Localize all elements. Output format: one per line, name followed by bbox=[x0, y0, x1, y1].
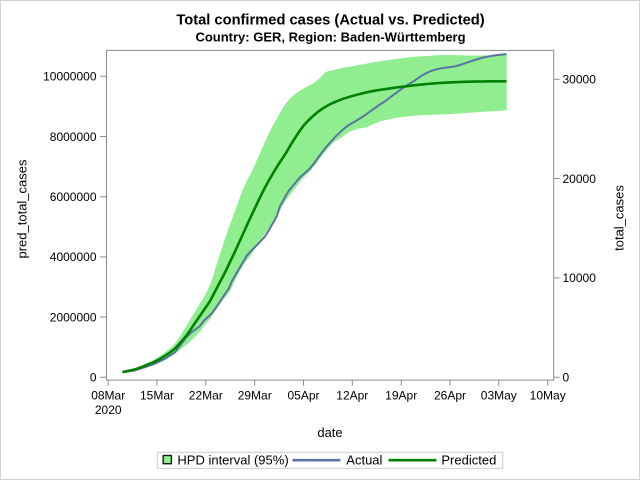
svg-text:08Mar: 08Mar bbox=[91, 389, 125, 403]
svg-text:pred_total_cases: pred_total_cases bbox=[15, 159, 30, 259]
svg-text:2020: 2020 bbox=[95, 403, 122, 417]
svg-text:Country: GER, Region: Baden-Wü: Country: GER, Region: Baden-Württemberg bbox=[195, 30, 465, 45]
svg-text:4000000: 4000000 bbox=[50, 250, 97, 264]
svg-text:29Mar: 29Mar bbox=[238, 389, 272, 403]
svg-text:2000000: 2000000 bbox=[50, 310, 97, 324]
svg-text:26Apr: 26Apr bbox=[434, 389, 466, 403]
svg-text:Predicted: Predicted bbox=[441, 452, 496, 467]
svg-text:20000: 20000 bbox=[563, 172, 597, 186]
svg-text:0: 0 bbox=[563, 371, 570, 385]
svg-text:10May: 10May bbox=[530, 389, 566, 403]
svg-text:03May: 03May bbox=[481, 389, 517, 403]
svg-text:12Apr: 12Apr bbox=[336, 389, 368, 403]
svg-text:19Apr: 19Apr bbox=[385, 389, 417, 403]
svg-text:30000: 30000 bbox=[563, 73, 597, 87]
svg-text:10000000: 10000000 bbox=[43, 70, 97, 84]
svg-text:HPD interval (95%): HPD interval (95%) bbox=[177, 452, 288, 467]
svg-text:Actual: Actual bbox=[346, 452, 382, 467]
svg-text:6000000: 6000000 bbox=[50, 190, 97, 204]
svg-text:0: 0 bbox=[90, 371, 97, 385]
svg-text:22Mar: 22Mar bbox=[189, 389, 223, 403]
svg-text:date: date bbox=[317, 425, 342, 440]
svg-text:05Apr: 05Apr bbox=[287, 389, 319, 403]
svg-text:Total confirmed cases (Actual: Total confirmed cases (Actual vs. Predic… bbox=[176, 12, 484, 28]
svg-text:8000000: 8000000 bbox=[50, 130, 97, 144]
svg-text:10000: 10000 bbox=[563, 271, 597, 285]
svg-text:15Mar: 15Mar bbox=[140, 389, 174, 403]
svg-text:total_cases: total_cases bbox=[612, 185, 627, 251]
